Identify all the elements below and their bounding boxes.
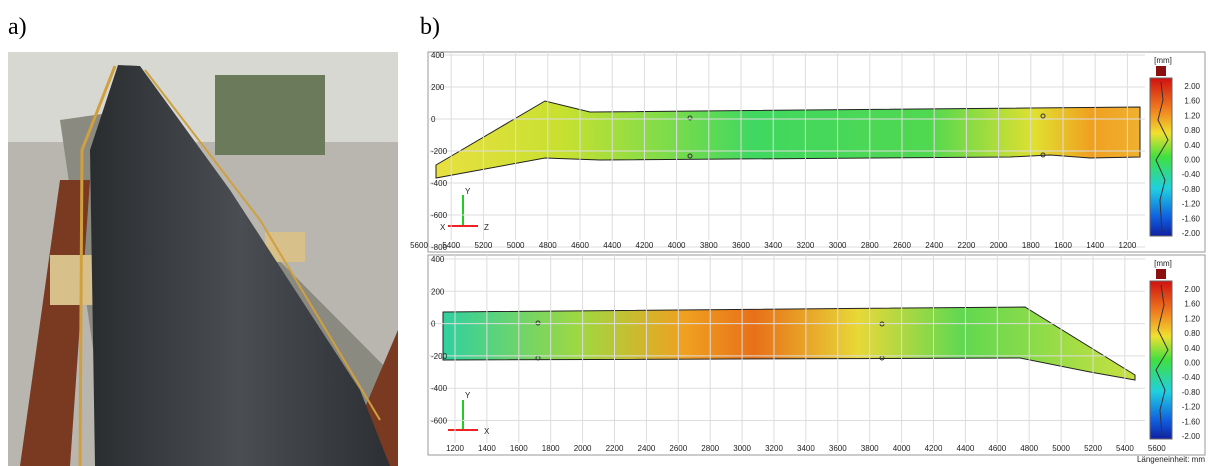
x-tick-label: 1600 [510, 444, 528, 453]
scale-label: -1.20 [1182, 403, 1201, 412]
scale-label: 0.00 [1184, 156, 1200, 165]
axis-letter: X [484, 427, 490, 436]
x-tick-label: 3600 [829, 444, 847, 453]
x-tick-label: 5200 [475, 241, 493, 250]
y-tick-label: -200 [431, 147, 448, 156]
x-tick-label: 2400 [925, 241, 943, 250]
scale-label: 0.00 [1184, 359, 1200, 368]
scale-unit: [mm] [1154, 56, 1172, 65]
scale-label: -1.60 [1182, 214, 1201, 223]
y-tick-label: -400 [431, 384, 448, 393]
scale-label: -0.80 [1182, 388, 1201, 397]
x-tick-label: 3600 [732, 241, 750, 250]
y-tick-label: 200 [431, 287, 445, 296]
x-tick-label: 2600 [669, 444, 687, 453]
scale-label: -2.00 [1182, 432, 1201, 441]
axis-letter: X [440, 223, 446, 232]
y-tick-label: -600 [431, 417, 448, 426]
x-tick-label: 4800 [1020, 444, 1038, 453]
unit-note: Längeneinheit: mm [1137, 455, 1205, 464]
x-tick-label: 3000 [733, 444, 751, 453]
scale-label: 1.60 [1184, 300, 1200, 309]
y-tick-label: -600 [431, 211, 448, 220]
x-tick-label: 1800 [542, 444, 560, 453]
x-tick-label: 3400 [797, 444, 815, 453]
x-tick-label: 4600 [571, 241, 589, 250]
x-tick-label: 5000 [507, 241, 525, 250]
x-tick-label: 3200 [765, 444, 783, 453]
y-tick-label: 200 [431, 83, 445, 92]
scale-label: 2.00 [1184, 82, 1200, 91]
x-tick-label: 1400 [1086, 241, 1104, 250]
axis-letter: Y [465, 391, 471, 400]
y-tick-label: 0 [431, 320, 436, 329]
x-tick-label: 1200 [1119, 241, 1137, 250]
y-tick-label: 400 [431, 51, 445, 60]
scale-label: 0.80 [1184, 126, 1200, 135]
x-tick-label: 2800 [861, 241, 879, 250]
y-tick-label: -800 [431, 243, 448, 252]
scale-label: -2.00 [1182, 229, 1201, 238]
scale-unit: [mm] [1154, 259, 1172, 268]
x-tick-label: 5400 [1116, 444, 1134, 453]
scale-label: -0.40 [1182, 170, 1201, 179]
x-tick-label: 1800 [1022, 241, 1040, 250]
panel-label: b) [420, 14, 440, 40]
x-tick-label: 2200 [958, 241, 976, 250]
scale-label: -0.80 [1182, 185, 1201, 194]
x-tick-label: 4000 [668, 241, 686, 250]
x-tick-label: 4200 [636, 241, 654, 250]
scale-label: -1.60 [1182, 417, 1201, 426]
y-tick-label: -400 [431, 179, 448, 188]
scale-label: 1.60 [1184, 97, 1200, 106]
y-tick-label: 0 [431, 115, 436, 124]
scale-label: 0.40 [1184, 141, 1200, 150]
scale-label: 1.20 [1184, 314, 1200, 323]
x-tick-label: 5600 [1148, 444, 1166, 453]
axis-letter: Z [484, 223, 489, 232]
top-plot [427, 51, 1206, 253]
x-tick-label: 3800 [861, 444, 879, 453]
x-tick-label: 3400 [764, 241, 782, 250]
panel-label: a) [8, 14, 27, 40]
bottom-plot [427, 254, 1206, 456]
x-tick-label: 2800 [701, 444, 719, 453]
x-tick-label: 4000 [893, 444, 911, 453]
x-tick-label: 2600 [893, 241, 911, 250]
scale-label: 2.00 [1184, 285, 1200, 294]
axis-letter: Y [465, 187, 471, 196]
x-tick-label: 5200 [1084, 444, 1102, 453]
y-tick-label: 400 [431, 255, 445, 264]
x-tick-label: 4200 [925, 444, 943, 453]
scale-label: 0.80 [1184, 329, 1200, 338]
scale-label: -0.40 [1182, 373, 1201, 382]
x-tick-label: 2400 [638, 444, 656, 453]
x-tick-label: 1200 [446, 444, 464, 453]
scale-label: 1.20 [1184, 111, 1200, 120]
x-tick-label: 4800 [539, 241, 557, 250]
photo [8, 52, 398, 466]
x-tick-label: 3200 [797, 241, 815, 250]
scale-label: 0.40 [1184, 344, 1200, 353]
x-tick-label: 3000 [829, 241, 847, 250]
x-tick-label: 5000 [1052, 444, 1070, 453]
x-tick-label: 2200 [606, 444, 624, 453]
x-tick-label: 4600 [988, 444, 1006, 453]
x-tick-label: 5600 [410, 241, 428, 250]
x-tick-label: 2000 [574, 444, 592, 453]
x-tick-label: 1400 [478, 444, 496, 453]
x-tick-label: 4400 [603, 241, 621, 250]
x-tick-label: 4400 [957, 444, 975, 453]
x-tick-label: 5400 [442, 241, 460, 250]
x-tick-label: 1600 [1054, 241, 1072, 250]
scale-label: -1.20 [1182, 200, 1201, 209]
y-tick-label: -200 [431, 352, 448, 361]
x-tick-label: 3800 [700, 241, 718, 250]
x-tick-label: 2000 [990, 241, 1008, 250]
